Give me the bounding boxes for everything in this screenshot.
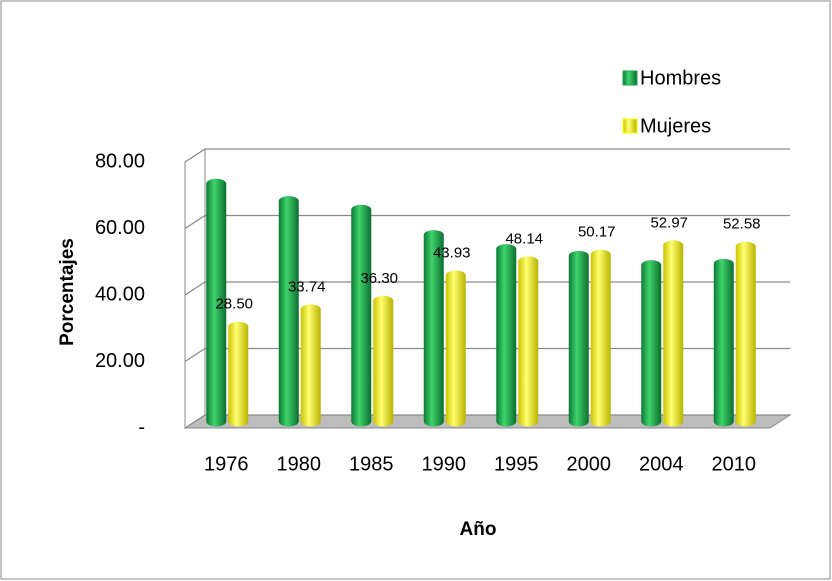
bar <box>373 295 394 427</box>
y-tick-label: 40.00 <box>95 283 145 305</box>
bar <box>278 196 299 427</box>
bar <box>713 258 734 427</box>
x-tick-label: 1985 <box>349 453 394 475</box>
x-axis-title: Año <box>460 519 497 540</box>
value-label: 33.74 <box>288 278 326 295</box>
value-label: 52.58 <box>723 216 761 233</box>
x-tick-label: 2004 <box>639 453 684 475</box>
legend-label: Hombres <box>640 67 721 89</box>
floor <box>183 414 792 429</box>
bar <box>351 204 372 427</box>
bar <box>590 249 611 427</box>
bar <box>445 270 466 427</box>
x-tick-label: 1976 <box>204 453 249 475</box>
y-tick-label: - <box>138 416 145 438</box>
bar <box>663 240 684 427</box>
legend-swatch <box>622 70 638 86</box>
value-label: 28.50 <box>215 296 253 313</box>
bar <box>496 244 517 427</box>
x-tick-label: 2000 <box>567 453 612 475</box>
bar <box>568 250 589 427</box>
bar <box>518 256 539 427</box>
bar <box>735 241 756 427</box>
bar <box>300 304 321 427</box>
bar <box>206 178 227 427</box>
value-label: 52.97 <box>650 214 688 231</box>
bar <box>228 321 249 427</box>
bar <box>641 260 662 427</box>
value-label: 43.93 <box>433 244 471 261</box>
value-label: 36.30 <box>360 270 398 287</box>
x-tick-label: 1990 <box>422 453 467 475</box>
legend-label: Mujeres <box>640 115 711 137</box>
legend-swatch <box>622 118 638 134</box>
bar <box>423 230 444 427</box>
y-axis-title: Porcentajes <box>57 238 78 346</box>
x-tick-label: 1995 <box>494 453 539 475</box>
x-tick-label: 2010 <box>712 453 757 475</box>
y-tick-label: 20.00 <box>95 350 145 372</box>
value-label: 48.14 <box>505 230 543 247</box>
x-tick-label: 1980 <box>277 453 322 475</box>
value-label: 50.17 <box>578 224 616 241</box>
y-tick-label: 80.00 <box>95 150 145 172</box>
y-tick-label: 60.00 <box>95 217 145 239</box>
